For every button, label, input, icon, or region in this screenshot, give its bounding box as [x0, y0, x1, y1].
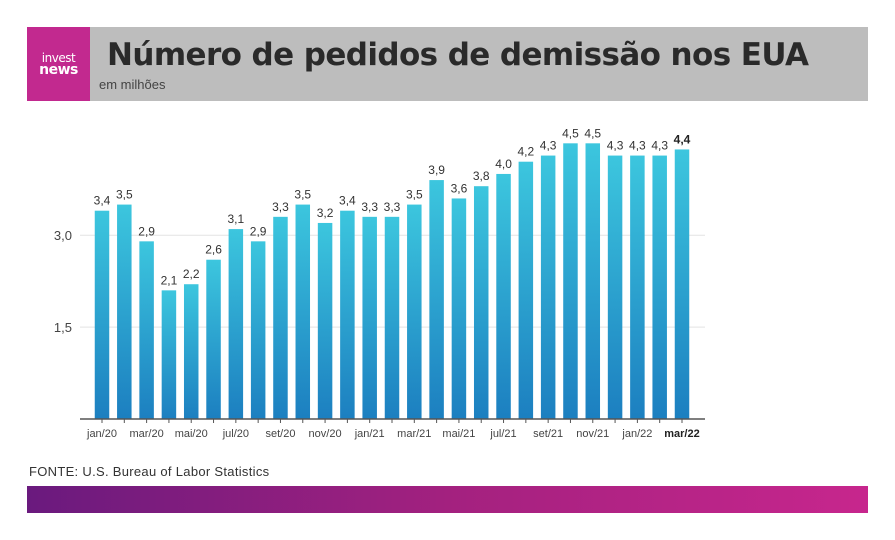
- bar-ago/21: [518, 161, 534, 419]
- investnews-logo: invest news: [27, 27, 90, 101]
- value-label: 3,4: [94, 194, 111, 208]
- source-note: FONTE: U.S. Bureau of Labor Statistics: [29, 464, 270, 479]
- x-tick-label: mai/20: [175, 428, 208, 440]
- bar-jun/20: [206, 259, 221, 419]
- bar-jan/21: [362, 216, 377, 419]
- x-tick-label: jan/22: [621, 428, 652, 440]
- value-label: 4,5: [584, 126, 601, 140]
- value-label: 3,3: [272, 200, 289, 214]
- value-label: 3,5: [406, 188, 423, 202]
- x-tick-label: jul/21: [489, 428, 516, 440]
- logo-text-line1: invest: [41, 50, 76, 65]
- value-labels: 3,4 3,5 2,9 2,1 2,2 2,6 3,1 2,9 3,3 3,5 3,2 3,4 3,3 3…: [94, 126, 691, 287]
- value-label: 3,4: [339, 194, 356, 208]
- bar-abr/21: [429, 180, 444, 419]
- value-label: 4,0: [495, 157, 512, 171]
- bar-mai/20: [183, 284, 199, 419]
- value-label: 3,3: [384, 200, 401, 214]
- bar-dez/20: [340, 210, 355, 419]
- value-label: 3,6: [451, 181, 468, 195]
- value-label: 4,4: [674, 132, 691, 146]
- value-label: 4,3: [540, 139, 557, 153]
- value-label: 2,1: [161, 273, 178, 287]
- value-label: 4,3: [607, 139, 624, 153]
- value-label: 2,9: [250, 224, 267, 238]
- value-label: 4,5: [562, 126, 579, 140]
- value-label: 3,9: [428, 163, 445, 177]
- value-label: 4,2: [518, 145, 535, 159]
- x-tick-label: mar/22: [664, 428, 699, 440]
- chart-header: invest news Número de pedidos de demissã…: [27, 27, 868, 101]
- value-label: 3,2: [317, 206, 334, 220]
- bar-nov/20: [317, 222, 333, 419]
- value-label: 3,5: [116, 188, 133, 202]
- bar-set/20: [273, 216, 288, 419]
- bar-ago/20: [250, 241, 266, 419]
- x-tick-label: set/20: [265, 428, 295, 440]
- bar-fev/21: [384, 216, 400, 419]
- bar-fev/20: [117, 204, 132, 419]
- bar-jun/21: [473, 186, 489, 419]
- x-tick-label: jan/21: [354, 428, 385, 440]
- axes: 1,5 3,0 jan/20 mar/20 mai/20 jul/20 set/20 nov/…: [54, 228, 705, 440]
- bar-jul/20: [228, 229, 244, 419]
- x-tick-label: mar/20: [129, 428, 163, 440]
- value-label: 2,6: [205, 243, 222, 257]
- bar-dez/21: [607, 155, 623, 419]
- bar-out/21: [563, 143, 578, 419]
- bar-jan/20: [94, 210, 110, 419]
- y-tick-label: 3,0: [54, 228, 72, 243]
- chart-title: Número de pedidos de demissão nos EUA: [107, 37, 809, 73]
- x-tick-label: set/21: [533, 428, 563, 440]
- x-tick-label: mar/21: [397, 428, 431, 440]
- value-label: 4,3: [629, 139, 646, 153]
- value-label: 3,5: [294, 188, 311, 202]
- bar-fev/22: [652, 155, 667, 419]
- x-tick-label: nov/21: [576, 428, 609, 440]
- value-label: 4,3: [651, 139, 668, 153]
- bar-mar/22: [674, 149, 690, 419]
- bar-set/21: [540, 155, 556, 419]
- value-label: 2,9: [138, 224, 155, 238]
- bar-jan/22: [630, 155, 645, 419]
- value-label: 3,8: [473, 169, 490, 183]
- chart-subtitle: em milhões: [99, 77, 166, 92]
- bar-jul/21: [496, 173, 511, 419]
- bar-mar/21: [407, 204, 422, 419]
- value-label: 3,3: [361, 200, 378, 214]
- x-tick-label: mai/21: [442, 428, 475, 440]
- bars: [94, 143, 690, 419]
- bar-nov/21: [585, 143, 601, 419]
- value-label: 2,2: [183, 267, 200, 281]
- bar-out/20: [295, 204, 311, 419]
- bar-abr/20: [161, 290, 177, 419]
- y-tick-label: 1,5: [54, 320, 72, 335]
- x-tick-label: nov/20: [309, 428, 342, 440]
- bar-mai/21: [451, 198, 467, 419]
- value-label: 3,1: [228, 212, 245, 226]
- bar-mar/20: [139, 241, 154, 419]
- logo-text-line2: news: [39, 61, 78, 78]
- x-tick-label: jan/20: [86, 428, 117, 440]
- x-tick-label: jul/20: [222, 428, 249, 440]
- footer-gradient-bar: [27, 486, 868, 513]
